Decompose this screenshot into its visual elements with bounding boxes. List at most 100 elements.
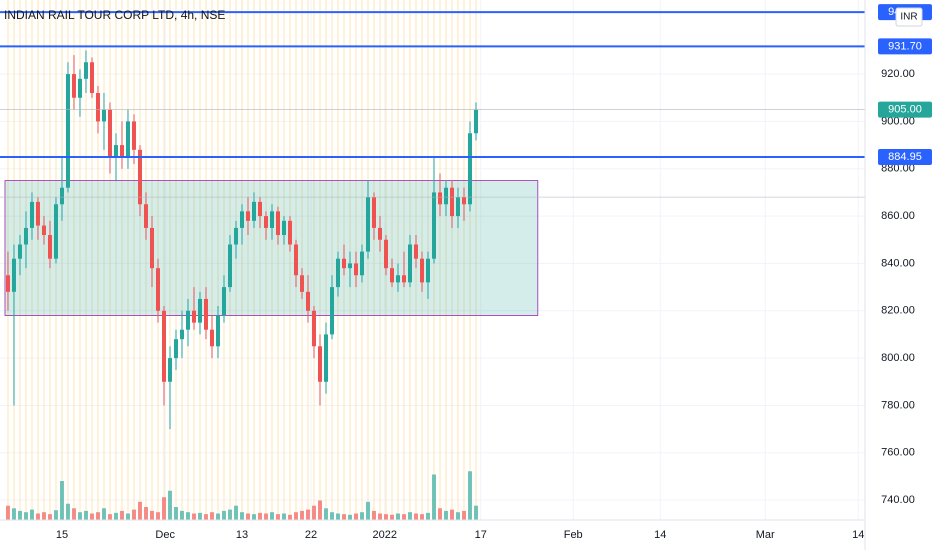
candle-body <box>257 201 262 217</box>
candle-body <box>395 275 400 283</box>
volume-bar <box>77 512 82 520</box>
x-tick-label: Feb <box>564 529 583 541</box>
candle-body <box>215 315 220 347</box>
level-label: 931.70 <box>888 40 922 52</box>
candle-body <box>389 268 394 283</box>
volume-bar <box>287 514 292 520</box>
volume-bar <box>353 513 358 520</box>
candle-body <box>462 197 467 205</box>
volume-bar <box>425 512 430 520</box>
candle-body <box>149 227 154 269</box>
volume-bar <box>323 508 328 520</box>
volume-bar <box>5 505 10 520</box>
x-tick-label: 2022 <box>373 529 397 541</box>
chart-title: INDIAN RAIL TOUR CORP LTD, 4h, NSE <box>4 8 225 22</box>
volume-bar <box>305 509 310 520</box>
candle-body <box>468 133 473 205</box>
volume-bar <box>456 512 461 520</box>
candle-body <box>137 149 142 205</box>
volume-bar <box>125 513 130 520</box>
candle-body <box>125 121 130 157</box>
candle-body <box>17 244 22 259</box>
candle-body <box>377 227 382 240</box>
volume-bar <box>119 510 124 520</box>
candle-body <box>438 192 443 205</box>
volume-bar <box>137 501 142 520</box>
y-tick-label: 920.00 <box>881 68 915 80</box>
volume-bar <box>450 509 455 520</box>
y-tick-label: 760.00 <box>881 447 915 459</box>
candle-body <box>227 244 232 288</box>
candle-body <box>365 197 370 252</box>
candle-body <box>77 78 82 98</box>
currency-badge[interactable] <box>895 7 923 27</box>
candle-body <box>293 244 298 276</box>
volume-bar <box>95 512 100 520</box>
volume-bar <box>113 512 118 520</box>
volume-bar <box>23 512 28 520</box>
candle-body <box>432 192 437 259</box>
volume-bar <box>155 512 160 520</box>
candle-body <box>456 197 461 217</box>
candle-body <box>155 268 160 311</box>
volume-bar <box>83 510 88 520</box>
candle-body <box>245 211 250 221</box>
candle-body <box>269 211 274 228</box>
candle-body <box>59 187 64 205</box>
volume-bar <box>245 513 250 520</box>
candle-body <box>35 201 40 226</box>
candle-body <box>353 263 358 276</box>
candle-body <box>323 334 328 382</box>
range-box <box>4 180 539 316</box>
volume-bar <box>432 474 437 520</box>
candle-body <box>131 121 136 150</box>
candle-body <box>341 258 346 269</box>
y-tick-label: 840.00 <box>881 257 915 269</box>
candle-body <box>281 220 286 236</box>
volume-bar <box>131 509 136 520</box>
volume-bar <box>107 514 112 520</box>
volume-bar <box>468 471 473 520</box>
y-tick-label: 860.00 <box>881 210 915 222</box>
candle-body <box>107 109 112 157</box>
candle-body <box>287 220 292 245</box>
candle-body <box>474 109 479 134</box>
volume-bar <box>209 512 214 520</box>
volume-bar <box>395 513 400 520</box>
candle-body <box>161 310 166 382</box>
x-tick-label: Mar <box>756 529 775 541</box>
volume-bar <box>347 514 352 520</box>
candle-body <box>101 109 106 122</box>
candle-body <box>425 258 430 283</box>
volume-bar <box>173 507 178 520</box>
x-tick-label: 14 <box>852 529 864 541</box>
volume-bar <box>371 510 376 520</box>
candle-body <box>407 244 412 283</box>
volume-bar <box>335 513 340 520</box>
x-tick-label: 14 <box>654 529 666 541</box>
candle-body <box>113 145 118 157</box>
candle-body <box>29 201 34 228</box>
volume-bar <box>413 513 418 520</box>
candle-body <box>221 287 226 316</box>
candle-body <box>23 227 28 245</box>
volume-bar <box>71 508 76 520</box>
volume-bar <box>161 497 166 520</box>
x-tick-label: Dec <box>155 529 175 541</box>
candle-body <box>335 258 340 288</box>
volume-bar <box>29 509 34 520</box>
volume-bar <box>59 481 64 520</box>
volume-bar <box>438 508 443 520</box>
candle-body <box>329 287 334 335</box>
candle-body <box>83 62 88 79</box>
y-tick-label: 800.00 <box>881 352 915 364</box>
candle-body <box>71 74 76 98</box>
candle-body <box>5 275 10 292</box>
volume-bar <box>239 512 244 520</box>
candle-body <box>371 197 376 228</box>
volume-bar <box>389 514 394 520</box>
volume-bar <box>101 508 106 520</box>
volume-bar <box>227 509 232 520</box>
